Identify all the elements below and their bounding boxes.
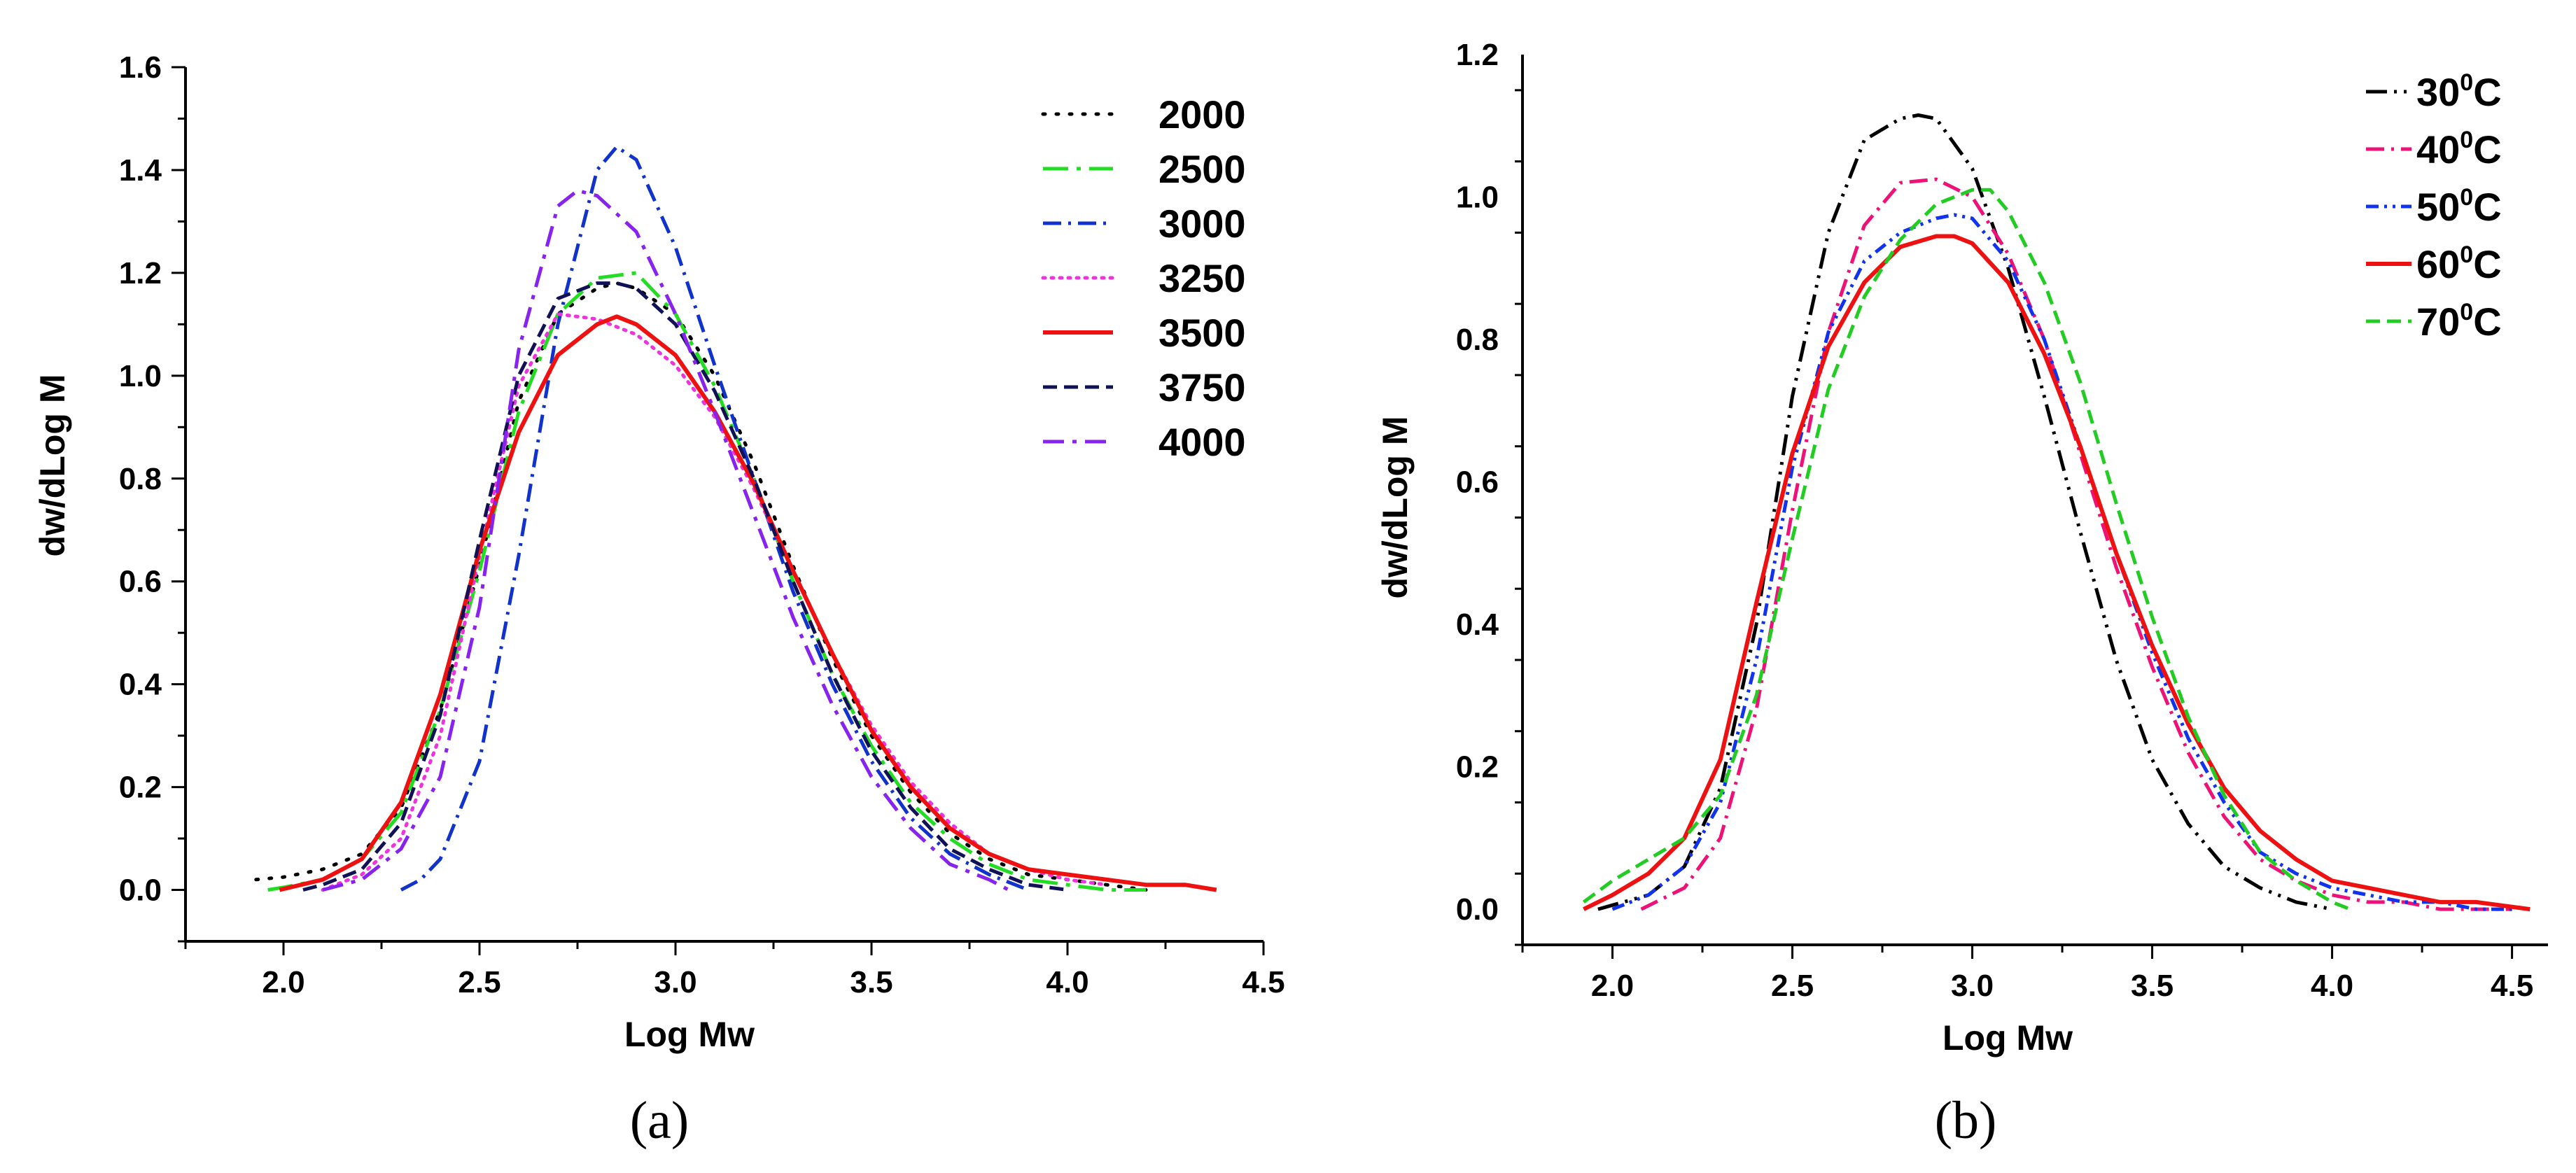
- chart-a-x-tick-label: 2.0: [262, 965, 304, 999]
- chart-b-y-tick-label: 0.4: [1456, 607, 1499, 642]
- chart-a-x-tick-label: 3.0: [654, 965, 696, 999]
- chart-b-x-tick-label: 3.5: [2131, 969, 2174, 1003]
- chart-b-x-tick-label: 4.0: [2311, 969, 2353, 1003]
- chart-b-legend: 300C 400C 500C 600C 700C: [2366, 69, 2502, 344]
- chart-a-y-tick-label: 0.0: [119, 873, 162, 908]
- legend-a-label-3500: 3500: [1158, 311, 1246, 355]
- legend-a-label-3250: 3250: [1158, 256, 1246, 300]
- chart-b-series-60-line: [1583, 234, 2530, 912]
- chart-a-y-tick-label: 1.0: [119, 359, 162, 393]
- chart-a-y-tick-label: 1.2: [119, 256, 162, 290]
- chart-b-y-tick-label: 0.6: [1456, 465, 1499, 500]
- chart-b-y-tick-label: 1.0: [1456, 181, 1499, 215]
- chart-a-y-tick-label: 0.6: [119, 565, 162, 599]
- chart-a-caption: (a): [630, 1091, 689, 1150]
- chart-b-axes: 0.0 0.2 0.4 0.6 0.8 1.0 1.2 2.0 2.5 3.0 3.5 4.0 4.5: [1456, 38, 2548, 1003]
- chart-a-x-axis-title: Log Mw: [624, 1015, 755, 1054]
- chart-a-series-group: [254, 145, 1217, 892]
- chart-b-series-70-line: [1582, 188, 2351, 911]
- chart-panel-b: 0.00.20.40.60.81.01.22.0 2.5 3.0 3.5 4.0 4.5 …: [1376, 38, 2548, 1150]
- legend-b-label-50: 500C: [2416, 184, 2502, 229]
- legend-a-label-2500: 2500: [1158, 147, 1246, 191]
- chart-a-series-3500-line: [279, 314, 1217, 892]
- chart-b-series-group: [1582, 113, 2530, 912]
- legend-a-label-4000: 4000: [1158, 420, 1246, 464]
- chart-a-x-tick-label: 2.5: [458, 965, 500, 999]
- chart-a-legend: 2000 2500 3000 3250 3500 3750 4000: [1041, 92, 1246, 464]
- chart-b-x-tick-label: 2.5: [1771, 969, 1814, 1003]
- chart-b-y-axis-title: dw/dLog M: [1376, 416, 1415, 598]
- legend-a-label-2000: 2000: [1158, 92, 1246, 136]
- chart-a-y-tick-label: 0.2: [119, 771, 162, 805]
- chart-b-y-tick-label: 0.8: [1456, 323, 1499, 357]
- legend-b-label-60: 600C: [2416, 241, 2502, 286]
- chart-a-series-3750-line: [302, 281, 1068, 892]
- chart-b-y-tick-label: 0.0: [1456, 892, 1499, 927]
- chart-b-x-tick-label: 2.0: [1591, 969, 1634, 1003]
- chart-b-series-40-line: [1640, 177, 2512, 911]
- chart-a-y-axis-title: dw/dLog M: [33, 374, 72, 556]
- chart-b-x-tick-label: 4.5: [2491, 969, 2533, 1003]
- chart-a-axes: 0.0 0.2 0.4 0.6 0.8 1.0 1.2 1.4 1.6 2.0 2.5 3.0 3.5 4…: [119, 50, 1285, 999]
- chart-b-series-50-line: [1611, 213, 2512, 911]
- chart-b-x-axis-title: Log Mw: [1942, 1018, 2073, 1058]
- legend-b-label-70: 700C: [2416, 299, 2502, 344]
- chart-b-caption: (b): [1935, 1091, 1997, 1150]
- chart-a-x-tick-label: 4.5: [1242, 965, 1284, 999]
- chart-a-series-3000-line: [400, 145, 1029, 892]
- legend-b-label-30: 300C: [2416, 69, 2502, 114]
- chart-a-series-2500-line: [267, 271, 1146, 892]
- chart-b-y-tick-label: 1.2: [1456, 38, 1499, 72]
- chart-a-y-tick-label: 0.8: [119, 462, 162, 496]
- chart-a-y-tick-label: 1.6: [119, 50, 162, 85]
- chart-a-x-tick-label: 3.5: [850, 965, 892, 999]
- legend-b-label-40: 400C: [2416, 127, 2502, 171]
- legend-a-label-3000: 3000: [1158, 202, 1246, 246]
- chart-a-y-tick-label: 1.4: [119, 153, 162, 188]
- legend-a-label-3750: 3750: [1158, 365, 1246, 409]
- chart-panel-a: 0.0 0.2 0.4 0.6 0.8 1.0 1.2 1.4 1.6 2.0 2.5 3.0 3.5 4…: [33, 50, 1285, 1150]
- chart-b-series-30-line: [1597, 113, 2333, 911]
- chart-a-x-tick-label: 4.0: [1046, 965, 1088, 999]
- chart-a-y-tick-label: 0.4: [119, 668, 162, 702]
- chart-a-series-4000-line: [322, 188, 1010, 892]
- chart-b-y-tick-label: 0.2: [1456, 750, 1499, 785]
- chart-b-x-tick-label: 3.0: [1951, 969, 1994, 1003]
